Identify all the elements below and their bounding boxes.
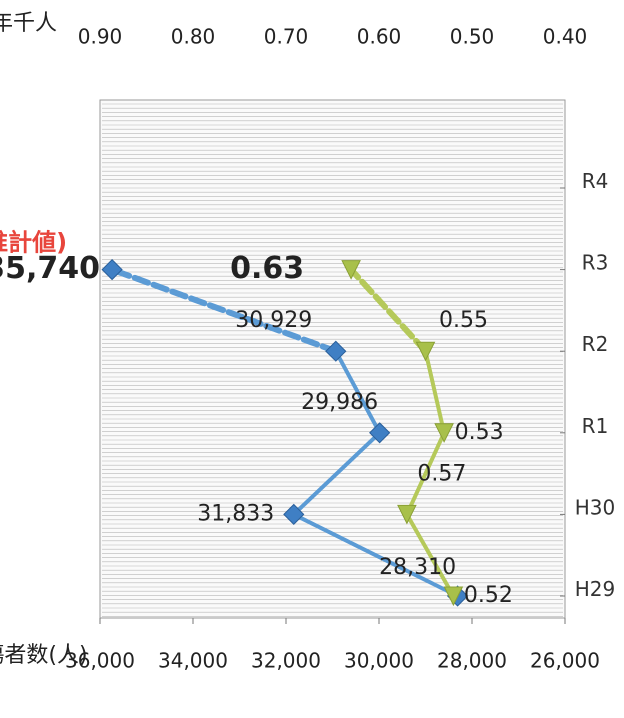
series-segment: [404, 430, 447, 517]
data-label: 0.57: [417, 461, 466, 486]
plot-area: [99, 99, 566, 619]
axes: [99, 187, 566, 624]
right-axis-tick-label: 0.70: [264, 25, 309, 49]
series-segment: [423, 349, 447, 435]
right-axis-tick-label: 0.60: [357, 25, 402, 49]
data-label: 28,310: [379, 555, 456, 580]
left-axis-tick-label: 34,000: [158, 649, 228, 673]
right-axis-title: 年千人: [0, 11, 57, 36]
green-marker: [397, 504, 417, 525]
data-label: 0.55: [439, 308, 488, 333]
data-label: 29,986: [301, 390, 378, 415]
category-tick-label: H30: [575, 495, 616, 519]
green-marker: [434, 423, 454, 443]
category-tick-label: R1: [582, 414, 609, 438]
data-label: 31,833: [197, 501, 274, 526]
left-axis-tick-label: 32,000: [251, 649, 321, 673]
left-axis-tick-label: 36,000: [65, 649, 135, 673]
series-segment: [404, 512, 456, 598]
blue-marker: [369, 422, 391, 444]
left-axis-tick-label: 26,000: [530, 649, 600, 673]
category-tick-label: R2: [582, 332, 609, 356]
series-deaths-injuries: [101, 258, 469, 607]
blue-marker: [325, 340, 347, 362]
left-axis-title: 死傷者数(人): [0, 643, 88, 668]
right-axis-tick-label: 0.80: [171, 25, 216, 49]
series-segment: [291, 430, 382, 517]
plot-background: [99, 99, 566, 619]
data-label: 30,929: [235, 308, 312, 333]
green-marker: [443, 586, 464, 607]
right-axis-tick-label: 0.90: [78, 25, 123, 49]
data-label: 0.52: [464, 583, 513, 608]
series-rate: [341, 260, 464, 607]
data-label: 0.63: [230, 251, 304, 286]
green-marker: [341, 260, 361, 280]
data-label: 35,740: [0, 251, 100, 286]
category-tick-label: H29: [575, 577, 616, 601]
series-segment: [348, 266, 429, 355]
green-marker: [415, 341, 436, 362]
rotated-chart-frame: H29 H30 R1 R2 R3 R4 36,000 34,000 32,000 30,000 28…: [0, 11, 615, 673]
blue-marker: [101, 258, 123, 281]
right-axis-tick-label: 0.40: [543, 25, 588, 49]
data-label: 0.53: [455, 420, 504, 445]
series-segment: [291, 512, 460, 598]
left-axis-tick-label: 30,000: [344, 649, 414, 673]
right-axis-tick-label: 0.50: [450, 25, 495, 49]
category-tick-label: R3: [582, 251, 609, 275]
labels: H29 H30 R1 R2 R3 R4 36,000 34,000 32,000 30,000 28…: [0, 11, 615, 673]
series-segment: [109, 266, 339, 355]
blue-marker: [283, 503, 305, 526]
category-tick-label: R4: [582, 169, 609, 193]
series-segment: [333, 349, 382, 435]
left-axis-tick-label: 28,000: [437, 649, 507, 673]
grid-lines: [102, 103, 563, 617]
estimate-note: (推計値): [0, 229, 67, 257]
